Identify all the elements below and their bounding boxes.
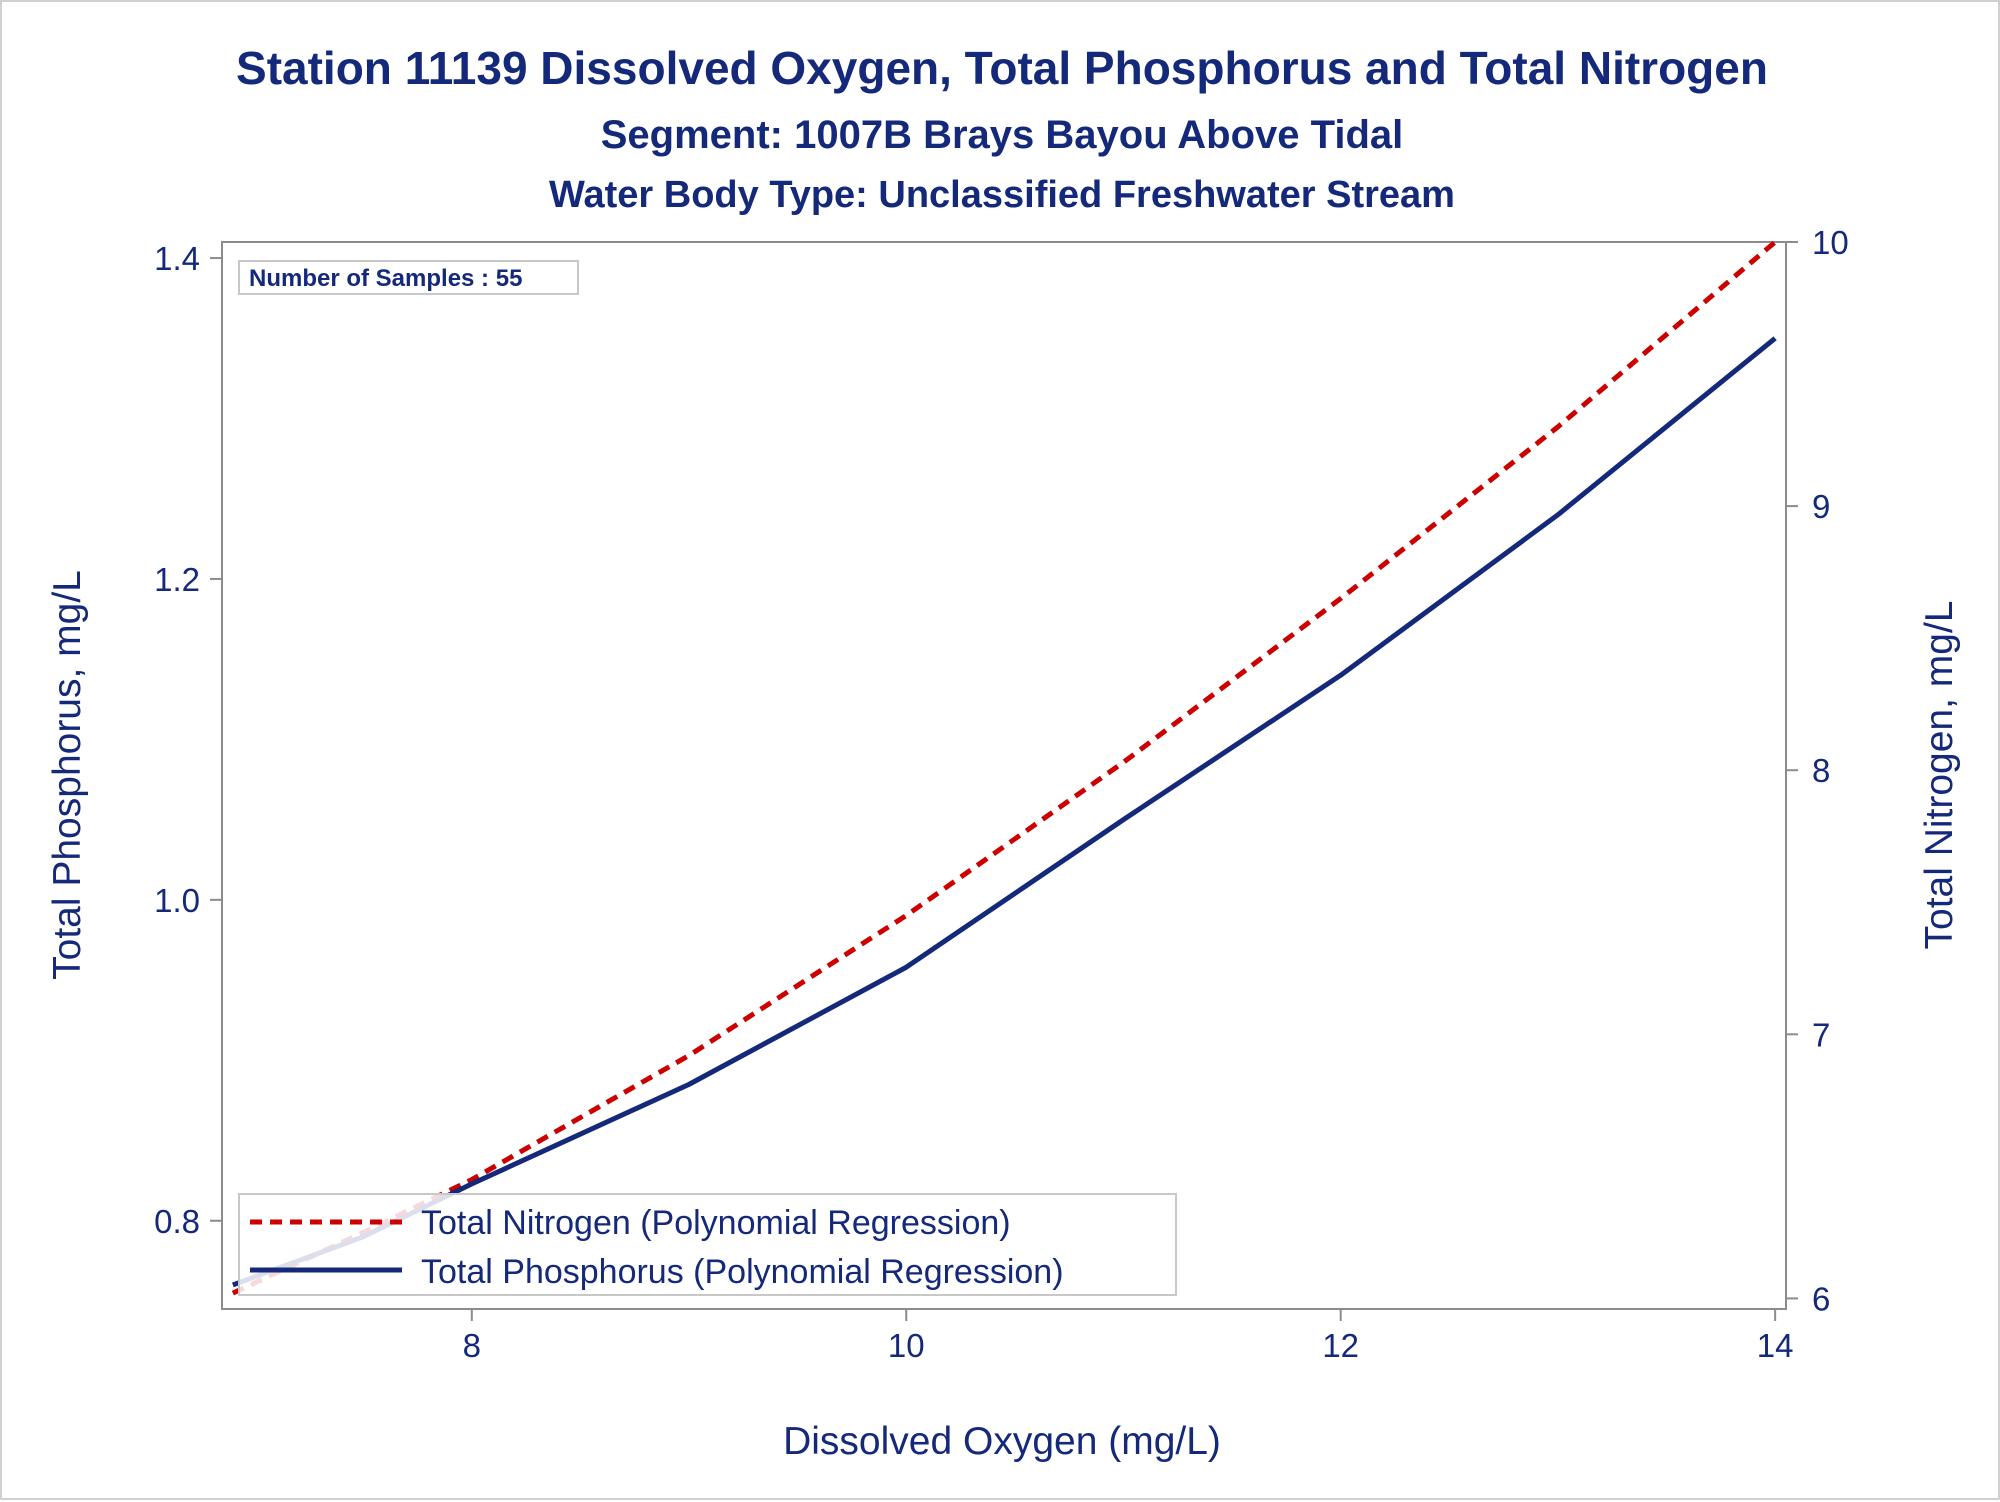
- y-tick-label: 0.8: [154, 1203, 200, 1240]
- x-tick-label: 8: [463, 1327, 481, 1364]
- y2-axis-label: Total Nitrogen, mg/L: [1918, 600, 1961, 949]
- legend: Total Nitrogen (Polynomial Regression) T…: [238, 1193, 1177, 1296]
- y-tick-label: 1.2: [154, 561, 200, 598]
- series-layer: [231, 240, 1777, 1296]
- y-axis-label: Total Phosphorus, mg/L: [46, 570, 89, 980]
- sample-count-text: Number of Samples : 55: [249, 265, 522, 292]
- x-tick-label: 14: [1757, 1327, 1794, 1364]
- legend-frame: [238, 1193, 1177, 1296]
- y2-tick-label: 10: [1812, 224, 1849, 261]
- y2-tick-label: 6: [1812, 1280, 1830, 1317]
- x-tick-label: 12: [1322, 1327, 1359, 1364]
- x-tick-label: 10: [888, 1327, 925, 1364]
- chart-title: Station 11139 Dissolved Oxygen, Total Ph…: [236, 42, 1768, 94]
- series-line-total-nitrogen: [231, 240, 1777, 1296]
- sample-count-frame: [238, 260, 579, 295]
- chart-subtitle: Segment: 1007B Brays Bayou Above Tidal: [601, 113, 1404, 157]
- y-tick-label: 1.4: [154, 240, 200, 277]
- x-axis: 8 10 12 14: [463, 1309, 1794, 1364]
- plot-area: [221, 241, 1787, 1310]
- series-line-total-phosphorus: [231, 336, 1777, 1288]
- y-tick-label: 1.0: [154, 882, 200, 919]
- y-axis-left: 0.8 1.0 1.2 1.4: [154, 240, 222, 1240]
- y2-tick-label: 8: [1812, 752, 1830, 789]
- sample-count-box: Number of Samples : 55: [238, 260, 579, 295]
- y-axis-right: 6 7 8 9 10: [1786, 224, 1849, 1317]
- y2-tick-label: 9: [1812, 488, 1830, 525]
- y2-tick-label: 7: [1812, 1016, 1830, 1053]
- legend-label-total-phosphorus: Total Phosphorus (Polynomial Regression): [421, 1253, 1064, 1291]
- chart-subtitle-water-body: Water Body Type: Unclassified Freshwater…: [549, 174, 1455, 216]
- legend-label-total-nitrogen: Total Nitrogen (Polynomial Regression): [421, 1204, 1011, 1242]
- x-axis-label: Dissolved Oxygen (mg/L): [783, 1420, 1221, 1463]
